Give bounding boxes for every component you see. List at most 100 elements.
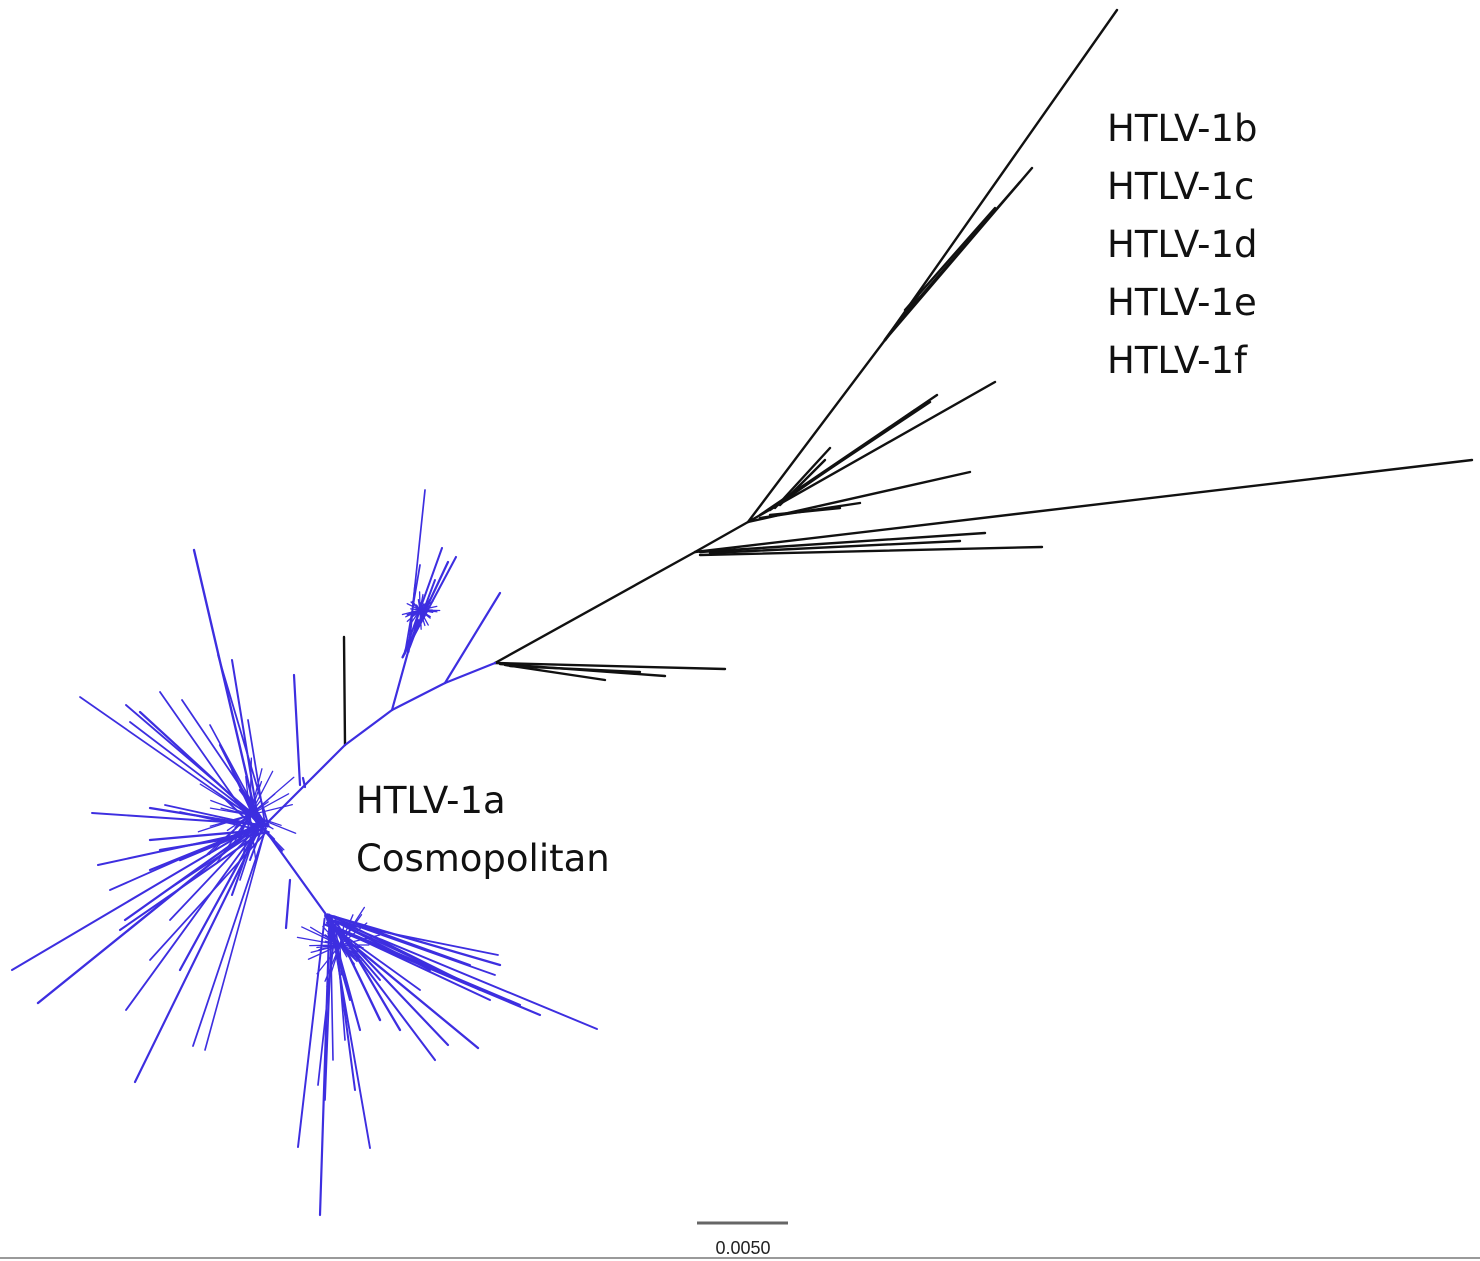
tree-branch <box>249 757 253 816</box>
tree-branch <box>242 814 251 858</box>
tree-branch <box>883 8 1119 342</box>
tree-branch <box>204 822 268 1051</box>
tree-branch <box>333 919 598 1030</box>
tree-branch <box>898 180 1022 322</box>
tree-branch <box>178 823 261 972</box>
tree-branch <box>343 708 394 747</box>
tree-branch <box>410 608 421 611</box>
tree-branch <box>223 792 251 816</box>
label-htlv-1d: HTLV-1d <box>1107 223 1258 266</box>
tree-branch <box>339 914 354 946</box>
scale-bar-label: 0.0050 <box>715 1238 771 1258</box>
tree-branch <box>324 911 341 946</box>
tree-branch <box>327 918 450 1047</box>
tree-branch <box>317 921 337 1086</box>
tree-branch <box>249 803 293 816</box>
label-htlv-1a: HTLV-1a <box>356 779 506 822</box>
tree-branch <box>324 914 381 981</box>
tree-branch <box>179 811 261 831</box>
tree-branch <box>249 793 276 816</box>
tree-branch <box>339 944 356 965</box>
tree-branch <box>443 591 502 685</box>
tree-branch <box>339 944 343 976</box>
cosmopolitan-branches <box>10 489 598 1217</box>
tree-branch <box>249 814 282 826</box>
tree-branch <box>324 944 341 982</box>
tree-branch <box>419 609 427 612</box>
tree-branch <box>746 380 997 524</box>
tree-branch <box>333 915 471 966</box>
tree-branch <box>209 807 251 816</box>
tree-branch <box>326 917 352 1002</box>
tree-branch <box>199 783 251 816</box>
tree-branch <box>301 926 341 946</box>
tree-branch <box>169 820 264 921</box>
tree-branch <box>328 913 382 1022</box>
tree-branch <box>229 814 251 824</box>
tree-branch <box>138 710 266 827</box>
tree-branch <box>419 609 425 616</box>
tree-branch <box>333 920 461 981</box>
tree-branch <box>292 673 302 787</box>
label-cosmopolitan: Cosmopolitan <box>356 837 610 880</box>
tree-branch <box>249 814 276 840</box>
tree-branch <box>773 446 832 510</box>
tree-branch <box>413 609 421 630</box>
tree-branch <box>192 548 260 828</box>
tree-branch <box>708 539 962 555</box>
tree-branch <box>693 520 750 554</box>
tree-branch <box>443 661 497 685</box>
non-cosmopolitan-branches <box>342 8 1474 747</box>
tree-branch <box>768 506 842 517</box>
label-htlv-1f: HTLV-1f <box>1107 339 1248 382</box>
tree-branch <box>419 609 422 627</box>
tree-branch <box>883 293 920 342</box>
tree-branch <box>339 923 345 946</box>
tree-branch <box>339 914 363 946</box>
tree-branch <box>693 458 1474 554</box>
tree-branch <box>406 603 421 611</box>
tree-branch <box>339 944 362 962</box>
tree-branch <box>123 821 264 922</box>
tree-branch <box>249 770 274 816</box>
tree-branch <box>79 696 265 826</box>
tree-branch <box>493 550 697 665</box>
tree-branch <box>125 820 264 1011</box>
subtype-labels-b-to-f: HTLV-1b HTLV-1c HTLV-1d HTLV-1e HTLV-1f <box>1107 100 1258 390</box>
tree-branch <box>249 793 290 816</box>
tree-branch <box>329 916 334 1061</box>
tree-branch <box>249 814 272 829</box>
tree-branch <box>210 799 251 816</box>
tree-branch <box>284 878 292 930</box>
tree-branch <box>327 913 502 967</box>
tree-branch <box>327 923 492 1002</box>
tree-branch <box>192 830 266 1047</box>
tree-branch <box>339 922 368 946</box>
tree-branch <box>307 944 341 960</box>
tree-branch <box>778 458 827 507</box>
tree-branch <box>419 603 425 611</box>
tree-branch <box>296 936 341 946</box>
tree-branch <box>328 923 522 1007</box>
tree-branch <box>297 917 326 1148</box>
tree-branch <box>322 925 341 946</box>
subtype-label-a: HTLV-1a Cosmopolitan <box>356 772 610 888</box>
tree-branch <box>768 408 917 512</box>
tree-branch <box>390 681 447 712</box>
tree-branch <box>698 545 1044 557</box>
tree-branch <box>390 650 410 712</box>
tree-branch <box>133 828 260 1084</box>
label-htlv-1c: HTLV-1c <box>1107 165 1255 208</box>
tree-branch <box>324 934 341 946</box>
tree-branch <box>318 944 341 951</box>
tree-branch <box>508 664 642 674</box>
tree-branch <box>316 944 341 975</box>
tree-branch <box>309 944 341 947</box>
tree-branch <box>301 776 307 789</box>
tree-branch <box>239 822 260 881</box>
label-htlv-1e: HTLV-1e <box>1107 281 1257 324</box>
tree-branch <box>342 635 347 747</box>
tree-branch <box>339 944 362 948</box>
tree-branch <box>10 824 259 972</box>
